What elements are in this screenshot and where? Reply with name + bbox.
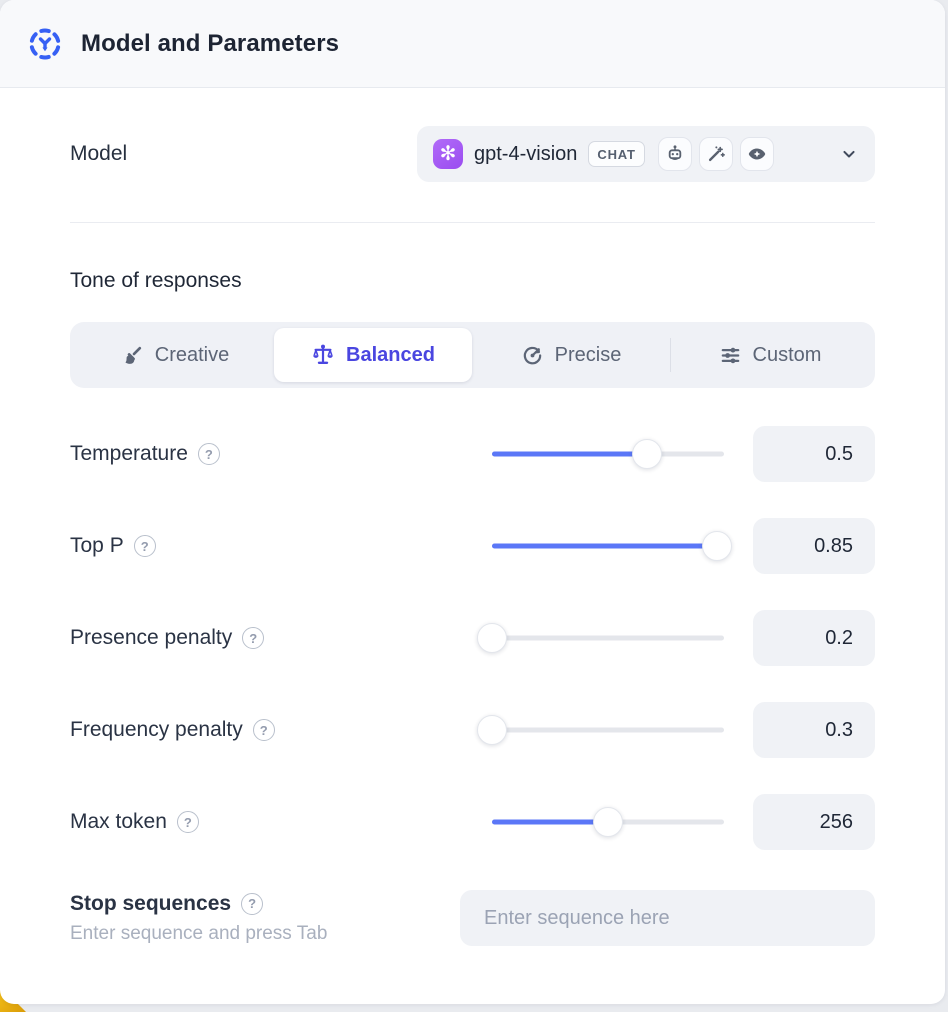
tone-option-balanced[interactable]: Balanced	[274, 328, 472, 382]
stop-sequences-label: Stop sequences	[70, 891, 232, 915]
param-row-presence-penalty: Presence penalty ? 0.2	[70, 610, 875, 666]
selected-model-name: gpt-4-vision	[474, 142, 578, 165]
max-token-value[interactable]: 256	[753, 794, 875, 850]
tone-option-label: Precise	[554, 343, 622, 366]
help-icon[interactable]: ?	[241, 892, 264, 915]
tone-heading: Tone of responses	[70, 269, 242, 292]
frequency-penalty-value[interactable]: 0.3	[753, 702, 875, 758]
help-icon[interactable]: ?	[252, 719, 275, 741]
temperature-value[interactable]: 0.5	[753, 426, 875, 482]
slider-handle[interactable]	[593, 807, 623, 837]
param-label: Top P	[70, 534, 124, 557]
tone-option-precise[interactable]: Precise	[472, 328, 670, 382]
tone-option-custom[interactable]: Custom	[671, 328, 869, 382]
target-icon	[521, 344, 544, 367]
temperature-slider[interactable]	[492, 439, 724, 469]
balance-scale-icon	[311, 343, 335, 367]
openai-logo-icon: ✻	[433, 139, 463, 169]
max-token-slider[interactable]	[492, 807, 724, 837]
param-row-max-token: Max token ? 256	[70, 794, 875, 850]
model-select-dropdown[interactable]: ✻ gpt-4-vision CHAT	[417, 126, 875, 182]
sliders-icon	[719, 344, 742, 367]
help-icon[interactable]: ?	[176, 811, 199, 833]
segment-divider	[670, 338, 671, 372]
help-icon[interactable]: ?	[197, 443, 220, 465]
tone-option-label: Custom	[752, 343, 822, 366]
param-label: Temperature	[70, 442, 188, 465]
param-row-top-p: Top P ? 0.85	[70, 518, 875, 574]
top-p-value[interactable]: 0.85	[753, 518, 875, 574]
param-row-frequency-penalty: Frequency penalty ? 0.3	[70, 702, 875, 758]
model-label: Model	[70, 142, 128, 165]
magic-wand-icon	[698, 137, 733, 171]
model-capability-chips	[657, 137, 774, 171]
stop-sequence-input[interactable]	[460, 890, 875, 946]
tone-segmented-control: Creative Balanced	[70, 322, 875, 388]
help-icon[interactable]: ?	[242, 627, 265, 649]
slider-handle[interactable]	[477, 715, 507, 745]
param-label: Max token	[70, 810, 167, 833]
section-divider	[70, 222, 875, 223]
presence-penalty-slider[interactable]	[477, 623, 724, 653]
param-label: Frequency penalty	[70, 718, 243, 741]
tone-option-label: Balanced	[346, 343, 435, 366]
tone-option-label: Creative	[154, 343, 230, 366]
chat-mode-badge: CHAT	[588, 141, 645, 167]
stop-sequences-hint: Enter sequence and press Tab	[70, 922, 328, 944]
tone-option-creative[interactable]: Creative	[76, 328, 274, 382]
presence-penalty-value[interactable]: 0.2	[753, 610, 875, 666]
slider-handle[interactable]	[702, 531, 733, 561]
panel-header: Model and Parameters	[0, 0, 945, 88]
model-row: Model ✻ gpt-4-vision CHAT	[70, 126, 875, 182]
slider-handle[interactable]	[477, 623, 507, 653]
stop-sequences-row: Stop sequences ? Enter sequence and pres…	[70, 890, 875, 946]
panel-title: Model and Parameters	[81, 29, 340, 57]
slider-handle[interactable]	[632, 439, 663, 469]
robot-icon	[657, 137, 692, 171]
top-p-slider[interactable]	[492, 531, 733, 561]
param-label: Presence penalty	[70, 626, 233, 649]
param-row-temperature: Temperature ? 0.5	[70, 426, 875, 482]
frequency-penalty-slider[interactable]	[477, 715, 724, 745]
chevron-down-icon	[839, 144, 859, 164]
ai-model-icon	[27, 26, 63, 62]
vision-eye-icon	[739, 137, 774, 171]
help-icon[interactable]: ?	[133, 535, 156, 557]
paintbrush-icon	[121, 344, 144, 367]
